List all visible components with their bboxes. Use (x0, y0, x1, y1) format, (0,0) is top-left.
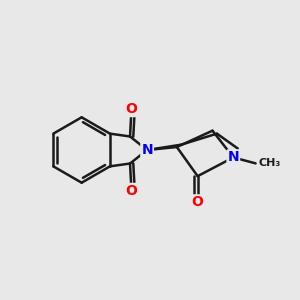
Text: N: N (227, 150, 239, 164)
Text: O: O (126, 184, 137, 198)
Text: O: O (192, 195, 204, 209)
Text: CH₃: CH₃ (259, 158, 281, 168)
Text: N: N (141, 143, 153, 157)
Text: O: O (126, 102, 137, 116)
